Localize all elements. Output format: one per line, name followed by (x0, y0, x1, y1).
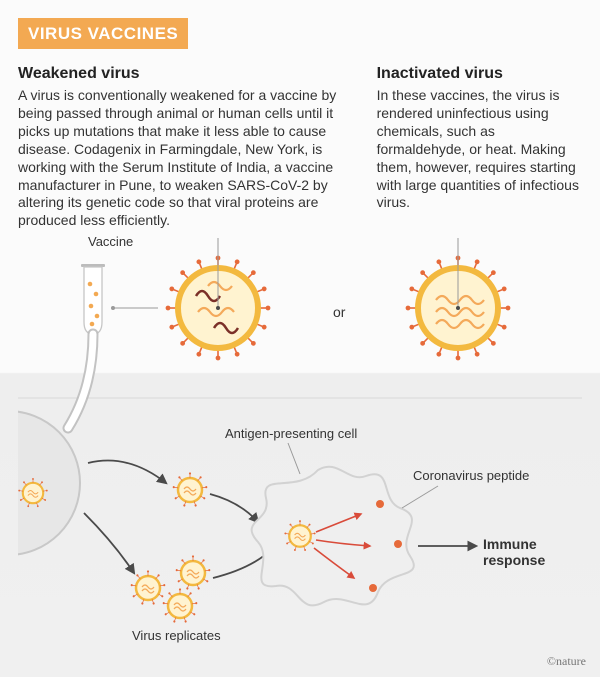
credit-label: ©nature (547, 654, 586, 669)
weakened-heading: Weakened virus (18, 65, 347, 83)
infographic-page: VIRUS VACCINES Weakened virus A virus is… (0, 0, 600, 677)
inactivated-body: In these vaccines, the virus is rendered… (377, 87, 582, 212)
weakened-column: Weakened virus A virus is conventionally… (18, 65, 347, 230)
single-virus-icon (172, 473, 207, 507)
inactivated-heading: Inactivated virus (377, 65, 582, 83)
apc-icon (252, 467, 414, 606)
weakened-body: A virus is conventionally weakened for a… (18, 87, 347, 230)
text-columns: Weakened virus A virus is conventionally… (18, 65, 582, 230)
diagram-svg (18, 238, 582, 658)
vaccine-tube-icon (81, 264, 105, 334)
title-badge: VIRUS VACCINES (18, 18, 188, 49)
virus-cluster-icon (130, 556, 210, 623)
diagram-area: Vaccine or Cell Virus replicates Antigen… (18, 238, 582, 668)
inactivated-column: Inactivated virus In these vaccines, the… (377, 65, 582, 230)
